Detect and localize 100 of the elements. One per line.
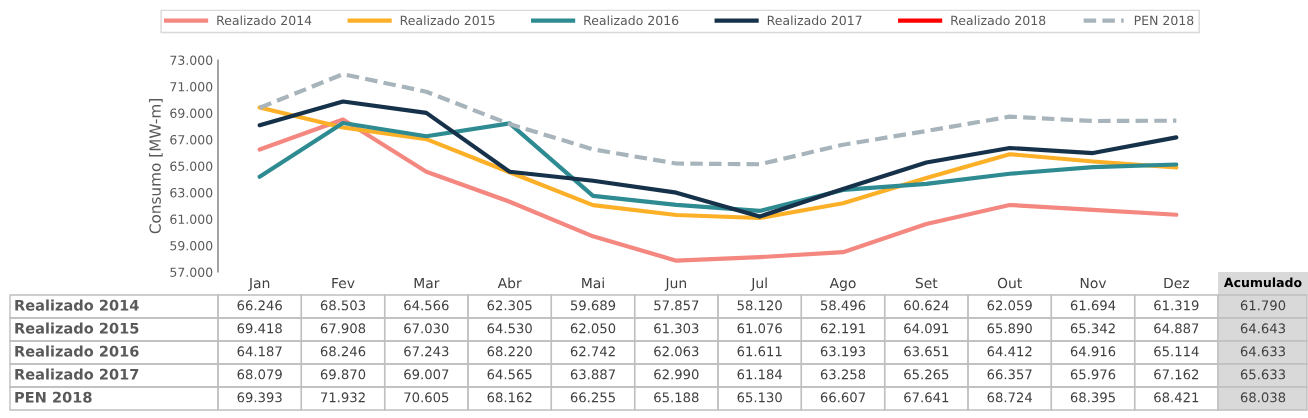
data-label: 64.566	[404, 300, 449, 311]
data-label: 64.091	[904, 323, 949, 334]
text: Realizado 2015	[15, 322, 139, 334]
text: 68.038	[1240, 392, 1286, 403]
data-label: 70.605	[404, 392, 449, 403]
data-label: 62.050	[570, 323, 616, 334]
data-label: 64.916	[1070, 346, 1116, 357]
data-label: 65.890	[987, 323, 1032, 334]
legend-label: PEN 2018	[1134, 15, 1194, 26]
data-label: 63.887	[570, 369, 615, 380]
data-label: 61.184	[737, 369, 783, 380]
data-label: 65.976	[1070, 369, 1116, 380]
data-label: 62.063	[654, 346, 699, 357]
data-label: 61.694	[1070, 300, 1116, 311]
data-label: 61.303	[654, 323, 699, 334]
x-tick-label: Ago	[829, 277, 856, 291]
x-tick-label: Jun	[664, 277, 687, 291]
data-label: 58.496	[820, 300, 866, 311]
data-label: 61.319	[1154, 300, 1199, 311]
data-label: 65.114	[1154, 346, 1199, 357]
data-label: 62.742	[570, 346, 615, 357]
legend-label: Realizado 2014	[217, 15, 312, 26]
x-tick-label: Dez	[1164, 277, 1189, 289]
data-label: 69.393	[237, 392, 282, 403]
data-label: 61.076	[737, 323, 782, 334]
data-label: 67.641	[904, 392, 949, 403]
data-label: 64.565	[487, 369, 532, 380]
data-label: 64.887	[1154, 323, 1199, 334]
y-tick-label: 67.000	[170, 134, 213, 145]
data-label: 66.357	[987, 369, 1032, 380]
data-label: 57.857	[654, 300, 699, 311]
line-series	[257, 117, 1179, 263]
text: Realizado 2014	[15, 299, 139, 311]
data-label: 67.908	[320, 323, 366, 334]
data-label: 64.412	[987, 346, 1032, 357]
x-tick-label: Fev	[332, 277, 355, 289]
x-tick-label: Set	[915, 277, 938, 289]
data-label: 71.932	[321, 392, 365, 403]
data-label: 66.246	[237, 300, 282, 311]
data-label: 66.255	[570, 392, 615, 403]
text: PEN 2018	[15, 391, 92, 403]
text: 65.633	[1240, 369, 1286, 380]
legend-label: Realizado 2016	[584, 15, 679, 26]
data-label: 62.191	[820, 323, 865, 334]
x-tick-label: Jul	[750, 277, 767, 291]
text: 61.790	[1240, 300, 1286, 311]
data-label: 68.246	[320, 346, 366, 357]
data-label: 69.007	[404, 369, 449, 380]
data-label: 65.342	[1070, 323, 1115, 334]
y-tick-label: 65.000	[170, 161, 213, 171]
legend-label: Realizado 2017	[767, 15, 862, 26]
data-label: 65.188	[654, 392, 699, 403]
y-tick-label: 69.000	[170, 108, 213, 118]
data-label: 68.395	[1070, 392, 1115, 403]
legend-label: Realizado 2015	[400, 15, 495, 26]
data-label: 60.624	[904, 300, 949, 311]
data-label: 63.258	[820, 369, 866, 380]
x-tick-label: Nov	[1080, 277, 1107, 289]
data-label: 61.611	[737, 346, 782, 357]
data-label: 68.079	[237, 369, 282, 380]
data-label: 69.418	[237, 323, 282, 334]
data-label: 68.220	[487, 346, 532, 357]
data-label: 67.243	[404, 346, 449, 357]
data-label: 65.130	[737, 392, 782, 403]
text: Realizado 2017	[15, 368, 139, 380]
text: Realizado 2016	[15, 345, 139, 357]
data-label: 62.059	[987, 300, 1032, 311]
data-label: 63.651	[904, 346, 949, 357]
data-label: 69.870	[320, 369, 366, 380]
data-label: 58.120	[737, 300, 782, 311]
data-label: 68.724	[987, 392, 1033, 403]
data-label: 62.990	[654, 369, 699, 380]
legend-label: Realizado 2018	[951, 15, 1046, 26]
data-label: 68.503	[320, 300, 366, 311]
line-series	[257, 72, 1179, 167]
data-label: 64.530	[487, 323, 532, 334]
text: 64.643	[1240, 323, 1286, 334]
data-label: 68.421	[1154, 392, 1199, 403]
text: 64.633	[1240, 346, 1286, 357]
y-tick-label: 57.000	[170, 267, 213, 277]
y-axis-title: Consumo [MW-m]	[149, 99, 163, 234]
data-label: 67.162	[1154, 369, 1199, 380]
data-label: 65.265	[904, 369, 949, 380]
data-label: 67.030	[404, 323, 449, 334]
data-label: 66.607	[820, 392, 865, 403]
y-tick-label: 71.000	[170, 81, 213, 92]
y-tick-label: 59.000	[170, 240, 213, 251]
x-tick-label: Abr	[497, 277, 522, 289]
y-tick-label: 73.000	[170, 55, 213, 65]
data-label: 62.305	[487, 300, 532, 311]
x-tick-label: Mar	[414, 277, 440, 289]
data-label: 64.187	[237, 346, 282, 357]
data-label: 63.193	[820, 346, 866, 357]
y-tick-label: 61.000	[170, 214, 213, 224]
data-label: 68.162	[487, 392, 532, 403]
data-label: 59.689	[570, 300, 616, 311]
x-tick-label: Mai	[582, 277, 604, 289]
y-tick-label: 63.000	[170, 187, 213, 198]
text: Acumulado	[1223, 277, 1302, 288]
x-tick-label: Out	[997, 277, 1022, 289]
